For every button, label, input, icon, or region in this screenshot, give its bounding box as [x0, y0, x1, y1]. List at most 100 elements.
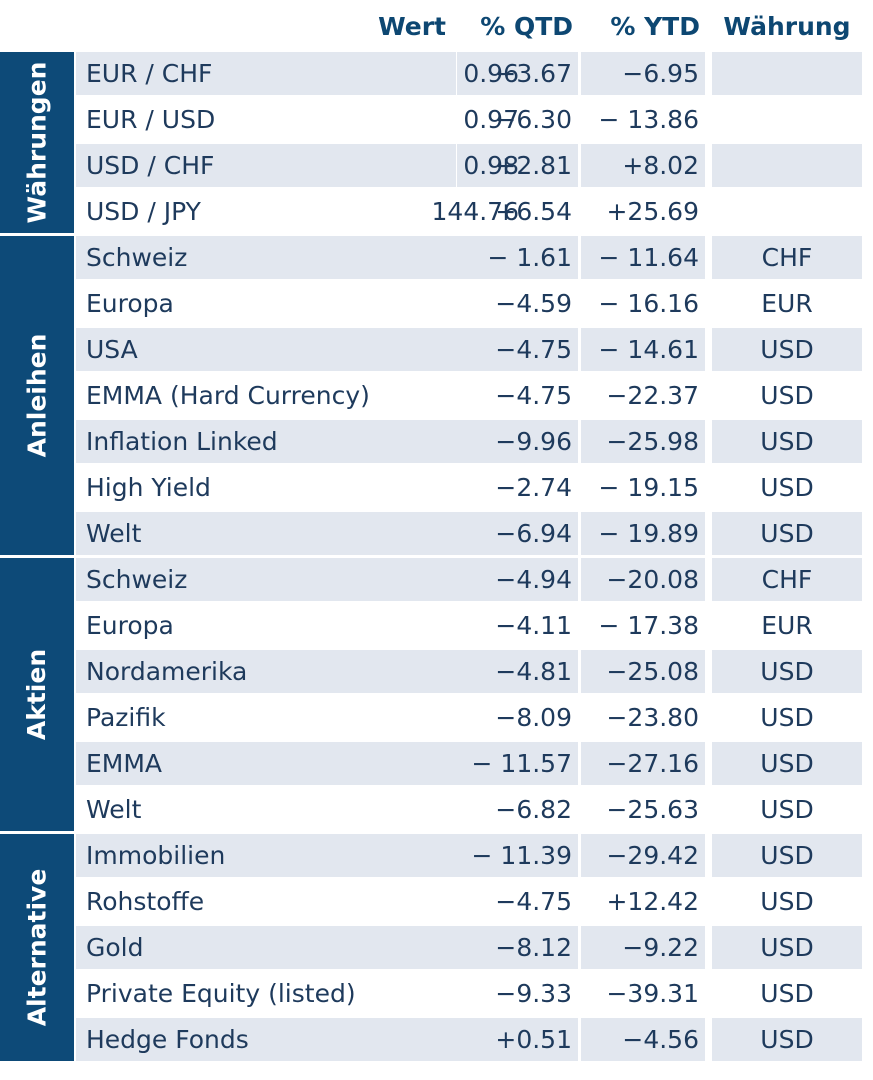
row-ytd: −25.63 — [606, 795, 699, 824]
row-ytd: −6.95 — [581, 52, 705, 95]
row-waehrung: EUR — [761, 611, 813, 640]
header-ytd: % YTD — [610, 12, 700, 41]
table-row: Welt −6.82 −25.63 USD — [74, 788, 873, 834]
row-ytd: −20.08 — [581, 558, 705, 601]
row-ytd: − 19.89 — [581, 512, 705, 555]
row-waehrung: CHF — [712, 236, 862, 279]
row-waehrung: USD — [760, 887, 814, 916]
group-label-text: Anleihen — [22, 333, 52, 458]
table-row: EUR / CHF 0.96 −3.67 −6.95 — [74, 52, 873, 98]
row-ytd: −27.16 — [581, 742, 705, 785]
table-row: USA −4.75− 14.61 USD — [74, 328, 873, 374]
row-name: Europa — [86, 289, 174, 318]
table-row: Private Equity (listed) −9.33 −39.31 USD — [74, 972, 873, 1018]
table-row: Immobilien − 11.39 −29.42 USD — [74, 834, 873, 880]
row-wert: 0.98 — [463, 151, 519, 180]
row-wert: 0.97 — [463, 105, 519, 134]
row-waehrung: USD — [712, 1018, 862, 1061]
row-waehrung: USD — [760, 795, 814, 824]
row-qtd: −9.33 — [495, 979, 572, 1008]
group-label: Anleihen — [0, 236, 74, 555]
row-qtd: −9.96 — [457, 420, 578, 463]
table-row: High Yield −2.74 − 19.15 USD — [74, 466, 873, 512]
table-row: Schweiz − 1.61− 11.64 CHF — [74, 236, 873, 282]
header-qtd: % QTD — [480, 12, 573, 41]
group-label-text: Alternative — [22, 868, 52, 1027]
header-waehrung: Währung — [723, 12, 851, 41]
row-waehrung: USD — [760, 381, 814, 410]
row-ytd: +25.69 — [606, 197, 699, 226]
row-qtd: −4.75 — [457, 328, 578, 371]
row-qtd: +0.51 — [457, 1018, 578, 1061]
row-waehrung: USD — [760, 473, 814, 502]
table-row: EMMA − 11.57 −27.16 USD — [74, 742, 873, 788]
row-ytd: −4.56 — [581, 1018, 705, 1061]
row-qtd: −4.11 — [495, 611, 572, 640]
row-ytd: − 17.38 — [598, 611, 699, 640]
row-ytd: − 11.64 — [581, 236, 705, 279]
row-name: EMMA — [76, 742, 525, 785]
row-waehrung — [712, 98, 862, 141]
table-row: Rohstoffe −4.75 +12.42 USD — [74, 880, 873, 926]
row-ytd: − 13.86 — [598, 105, 699, 134]
row-name: Schweiz — [76, 558, 525, 601]
row-ytd: −25.08 — [581, 650, 705, 693]
row-name: Schweiz — [76, 236, 525, 279]
group-label-text: Aktien — [22, 648, 52, 741]
row-qtd: −4.75 — [495, 381, 572, 410]
table-row: Hedge Fonds +0.51 −4.56 USD — [74, 1018, 873, 1064]
row-name: EUR / CHF — [76, 52, 456, 95]
row-ytd: +12.42 — [606, 887, 699, 916]
row-waehrung: USD — [712, 650, 862, 693]
row-name: Pazifik — [86, 703, 166, 732]
row-waehrung — [712, 144, 862, 187]
group-3: Alternative Immobilien − 11.39 −29.42 USD Roh… — [0, 834, 873, 1061]
row-qtd: −6.82 — [495, 795, 572, 824]
row-name: Gold — [76, 926, 525, 969]
row-waehrung — [712, 190, 862, 233]
row-qtd: +6.54 — [495, 197, 572, 226]
row-name: Immobilien — [76, 834, 525, 877]
row-waehrung: USD — [760, 703, 814, 732]
group-1: Anleihen Schweiz − 1.61− 11.64 CHF Europa −4.… — [0, 236, 873, 555]
row-qtd: −4.75 — [495, 887, 572, 916]
row-waehrung: EUR — [761, 289, 813, 318]
row-name: High Yield — [86, 473, 211, 502]
row-waehrung — [712, 52, 862, 95]
table-row: Schweiz −4.94 −20.08 CHF — [74, 558, 873, 604]
table-row: EUR / USD 0.97 −6.30 − 13.86 — [74, 98, 873, 144]
row-name: Nordamerika — [76, 650, 525, 693]
row-qtd: +2.81 — [457, 144, 578, 187]
row-waehrung: USD — [712, 834, 862, 877]
row-ytd: −9.22 — [581, 926, 705, 969]
table-header: Wert % QTD % YTD Währung — [0, 0, 873, 52]
row-waehrung: USD — [712, 926, 862, 969]
row-name: Welt — [86, 795, 142, 824]
row-ytd: − 16.16 — [598, 289, 699, 318]
table-row: Nordamerika −4.81 −25.08 USD — [74, 650, 873, 696]
row-qtd: −4.59 — [495, 289, 572, 318]
table-row: USD / CHF 0.98 +2.81 +8.02 — [74, 144, 873, 190]
row-waehrung: CHF — [712, 558, 862, 601]
group-label: Währungen — [0, 52, 74, 233]
row-waehrung: USD — [712, 742, 862, 785]
row-qtd: −6.30 — [495, 105, 572, 134]
row-name: Welt — [76, 512, 525, 555]
table-row: Gold −8.12 −9.22 USD — [74, 926, 873, 972]
row-name: EMMA (Hard Currency) — [86, 381, 370, 410]
row-qtd: − 11.57 — [457, 742, 578, 785]
table-row: Welt −6.94− 19.89 USD — [74, 512, 873, 558]
group-0: Währungen EUR / CHF 0.96 −3.67 −6.95 EUR / US… — [0, 52, 873, 233]
row-name: Inflation Linked — [76, 420, 525, 463]
row-ytd: +8.02 — [581, 144, 705, 187]
group-label: Aktien — [0, 558, 74, 831]
row-qtd: −4.81 — [457, 650, 578, 693]
row-name: USA — [76, 328, 525, 371]
row-ytd: −25.98 — [581, 420, 705, 463]
row-qtd: −3.67 — [457, 52, 578, 95]
row-ytd: −39.31 — [606, 979, 699, 1008]
row-waehrung: USD — [712, 328, 862, 371]
table-row: Pazifik −8.09 −23.80 USD — [74, 696, 873, 742]
table-row: Europa −4.59 − 16.16 EUR — [74, 282, 873, 328]
row-qtd: −8.12 — [457, 926, 578, 969]
